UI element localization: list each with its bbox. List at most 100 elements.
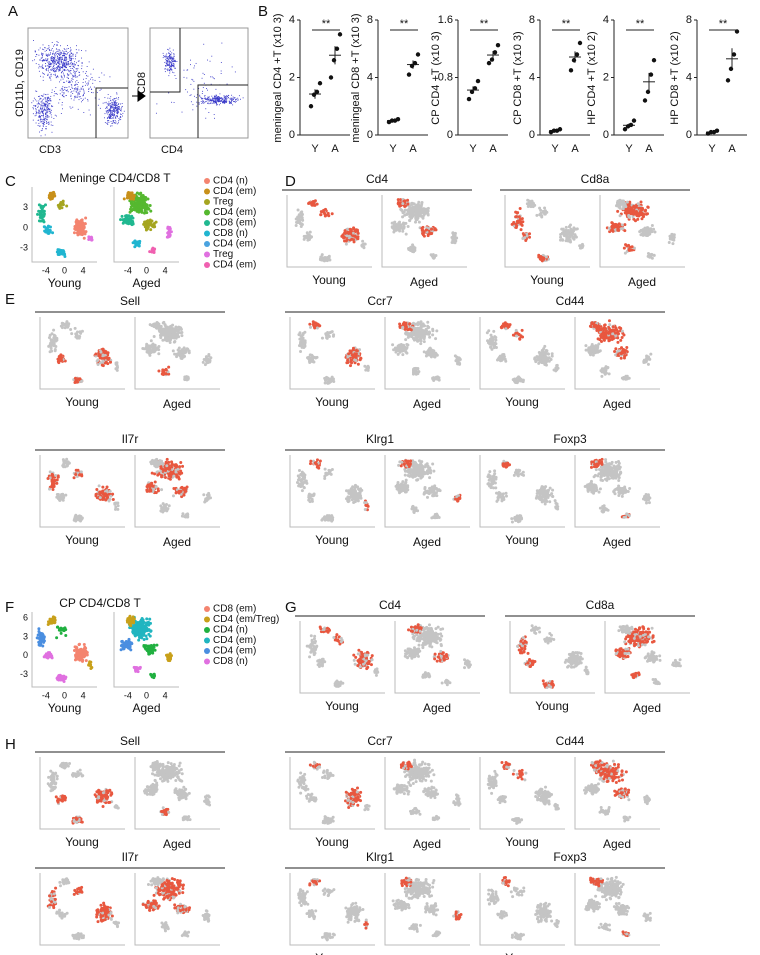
event-dot xyxy=(51,59,52,61)
event-dot xyxy=(63,81,65,83)
cell-dot xyxy=(168,329,172,333)
legend-label: CD8 (em) xyxy=(213,218,256,229)
event-dot xyxy=(168,65,170,67)
cell-dot xyxy=(54,345,58,349)
cell-dot xyxy=(146,197,150,201)
event-dot xyxy=(51,58,53,60)
event-dot xyxy=(63,68,65,70)
event-dot xyxy=(45,112,47,114)
event-dot xyxy=(47,111,48,113)
cell-dot xyxy=(305,231,309,235)
event-dot xyxy=(109,117,111,119)
cell-dot xyxy=(39,642,43,646)
event-dot xyxy=(48,109,50,111)
event-dot xyxy=(56,93,58,95)
event-dot xyxy=(57,76,59,78)
event-dot xyxy=(71,84,73,86)
event-dot xyxy=(69,70,71,72)
event-dot xyxy=(61,59,63,61)
event-dot xyxy=(120,116,122,118)
event-dot xyxy=(210,102,212,104)
group-label: Young xyxy=(530,273,564,287)
event-dot xyxy=(33,40,34,41)
event-dot xyxy=(115,100,117,101)
cell-dot xyxy=(75,330,79,334)
event-dot xyxy=(221,97,223,99)
cell-dot xyxy=(84,216,88,220)
event-dot xyxy=(166,56,168,58)
cell-dot xyxy=(361,239,365,243)
event-dot xyxy=(117,110,119,112)
event-dot xyxy=(111,117,113,119)
cell-dot xyxy=(352,240,356,244)
event-dot xyxy=(167,64,169,65)
y-tick-label: 4 xyxy=(686,71,692,83)
event-dot xyxy=(51,56,53,58)
event-dot xyxy=(72,58,74,60)
event-dot xyxy=(41,112,43,114)
event-dot xyxy=(42,112,44,114)
cell-dot xyxy=(640,232,644,236)
event-dot xyxy=(117,98,119,100)
event-dot xyxy=(58,68,60,70)
event-dot xyxy=(60,57,62,59)
event-dot xyxy=(165,65,166,66)
event-dot xyxy=(112,106,114,108)
cell-dot xyxy=(523,236,527,240)
event-dot xyxy=(59,64,61,66)
event-dot xyxy=(229,102,231,103)
umap-plot xyxy=(390,198,459,260)
event-dot xyxy=(162,57,164,59)
cell-dot xyxy=(166,235,170,239)
event-dot xyxy=(65,67,67,69)
event-dot xyxy=(51,91,53,93)
cell-dot xyxy=(131,621,135,625)
event-dot xyxy=(170,68,172,70)
event-dot xyxy=(38,113,40,115)
event-dot xyxy=(45,110,47,112)
cell-dot xyxy=(137,625,141,629)
y-tick-label: 3 xyxy=(23,631,28,641)
event-dot xyxy=(43,119,45,120)
event-dot xyxy=(48,96,49,98)
panel-letter: H xyxy=(5,736,16,753)
event-dot xyxy=(230,97,232,99)
event-dot xyxy=(108,111,110,112)
event-dot xyxy=(72,55,74,57)
event-dot xyxy=(115,117,117,119)
event-dot xyxy=(170,62,171,64)
event-dot xyxy=(77,95,79,97)
cell-dot xyxy=(82,655,86,659)
event-dot xyxy=(119,108,121,110)
y-tick-label: 0.8 xyxy=(438,71,453,83)
cell-dot xyxy=(623,229,627,233)
event-dot xyxy=(238,95,240,97)
event-dot xyxy=(42,48,43,50)
event-dot xyxy=(39,115,40,117)
event-dot xyxy=(47,61,49,63)
event-dot xyxy=(109,117,111,118)
event-dot xyxy=(60,66,62,68)
cell-dot xyxy=(671,237,675,241)
event-dot xyxy=(67,91,69,93)
event-dot xyxy=(41,108,43,110)
cell-dot xyxy=(172,340,176,344)
cell-dot xyxy=(203,363,207,367)
event-dot xyxy=(109,116,111,118)
event-dot xyxy=(51,56,53,58)
cell-dot xyxy=(140,636,144,640)
cell-dot xyxy=(53,621,57,625)
event-dot xyxy=(77,108,79,110)
event-dot xyxy=(46,112,48,114)
event-dot xyxy=(34,59,35,61)
x-tick-label: -4 xyxy=(42,265,50,275)
event-dot xyxy=(113,113,115,115)
event-dot xyxy=(49,103,51,105)
event-dot xyxy=(41,115,43,117)
cell-dot xyxy=(103,350,107,354)
y-tick-label: 8 xyxy=(529,14,535,26)
event-dot xyxy=(173,61,175,63)
cell-dot xyxy=(526,198,530,202)
event-dot xyxy=(195,97,197,99)
cell-dot xyxy=(130,642,134,646)
